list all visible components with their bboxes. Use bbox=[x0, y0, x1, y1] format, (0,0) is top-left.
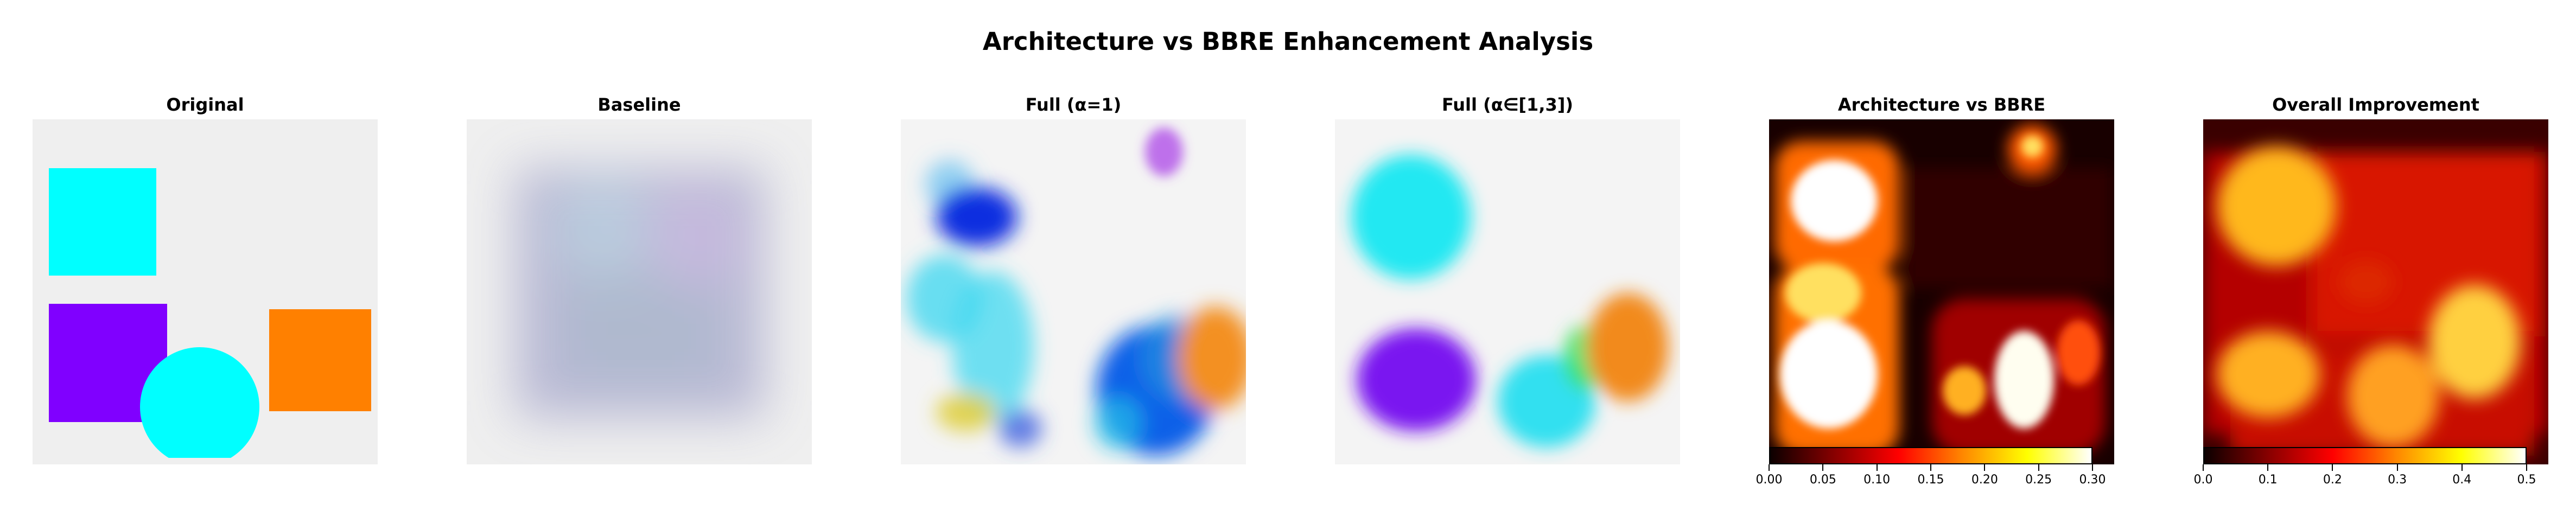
panel-title-full-alpha13: Full (α∈[1,3]) bbox=[1442, 94, 1573, 115]
overall-improvement-colorbar bbox=[2203, 447, 2527, 464]
colorbar-tick-label: 0.3 bbox=[2388, 473, 2407, 487]
full-alpha1-image bbox=[901, 119, 1246, 464]
colorbar-tick bbox=[2203, 464, 2204, 471]
colorbar-tick bbox=[2526, 464, 2527, 471]
colorbar-tick bbox=[1769, 464, 1770, 471]
panel-title-original: Original bbox=[166, 94, 244, 115]
colorbar-tick-label: 0.1 bbox=[2258, 473, 2278, 487]
figure-title: Architecture vs BBRE Enhancement Analysi… bbox=[982, 27, 1594, 56]
colorbar-tick bbox=[2461, 464, 2463, 471]
colorbar-tick-label: 0.5 bbox=[2517, 473, 2536, 487]
full-alpha13-image bbox=[1335, 119, 1680, 464]
colorbar-tick-label: 0.4 bbox=[2452, 473, 2472, 487]
arch-vs-bbre-colorbar bbox=[1769, 447, 2092, 464]
colorbar-tick bbox=[2092, 464, 2093, 471]
colorbar-tick bbox=[1930, 464, 1931, 471]
panel-title-overall-improvement: Overall Improvement bbox=[2272, 94, 2479, 115]
colorbar-tick bbox=[2332, 464, 2333, 471]
colorbar-tick bbox=[2396, 464, 2398, 471]
colorbar-tick-label: 0.25 bbox=[2025, 473, 2052, 487]
colorbar-tick-label: 0.15 bbox=[1917, 473, 1944, 487]
colorbar-tick-label: 0.00 bbox=[1756, 473, 1783, 487]
arch-vs-bbre-heatmap bbox=[1769, 119, 2114, 464]
colorbar-tick bbox=[1876, 464, 1878, 471]
baseline-image bbox=[467, 119, 812, 464]
colorbar-tick-label: 0.20 bbox=[1971, 473, 1998, 487]
colorbar-tick-label: 0.10 bbox=[1863, 473, 1891, 487]
colorbar-tick-label: 0.2 bbox=[2323, 473, 2342, 487]
panel-title-full-alpha1: Full (α=1) bbox=[1025, 94, 1122, 115]
colorbar-tick-label: 0.05 bbox=[1809, 473, 1836, 487]
colorbar-tick bbox=[2267, 464, 2269, 471]
original-image bbox=[33, 119, 378, 464]
overall-improvement-heatmap bbox=[2203, 119, 2548, 464]
colorbar-tick bbox=[1822, 464, 1824, 471]
colorbar-tick-label: 0.30 bbox=[2079, 473, 2106, 487]
colorbar-tick bbox=[1984, 464, 1986, 471]
panel-title-baseline: Baseline bbox=[597, 94, 681, 115]
panel-title-arch-vs-bbre: Architecture vs BBRE bbox=[1837, 94, 2046, 115]
colorbar-tick-label: 0.0 bbox=[2193, 473, 2213, 487]
colorbar-tick bbox=[2038, 464, 2039, 471]
